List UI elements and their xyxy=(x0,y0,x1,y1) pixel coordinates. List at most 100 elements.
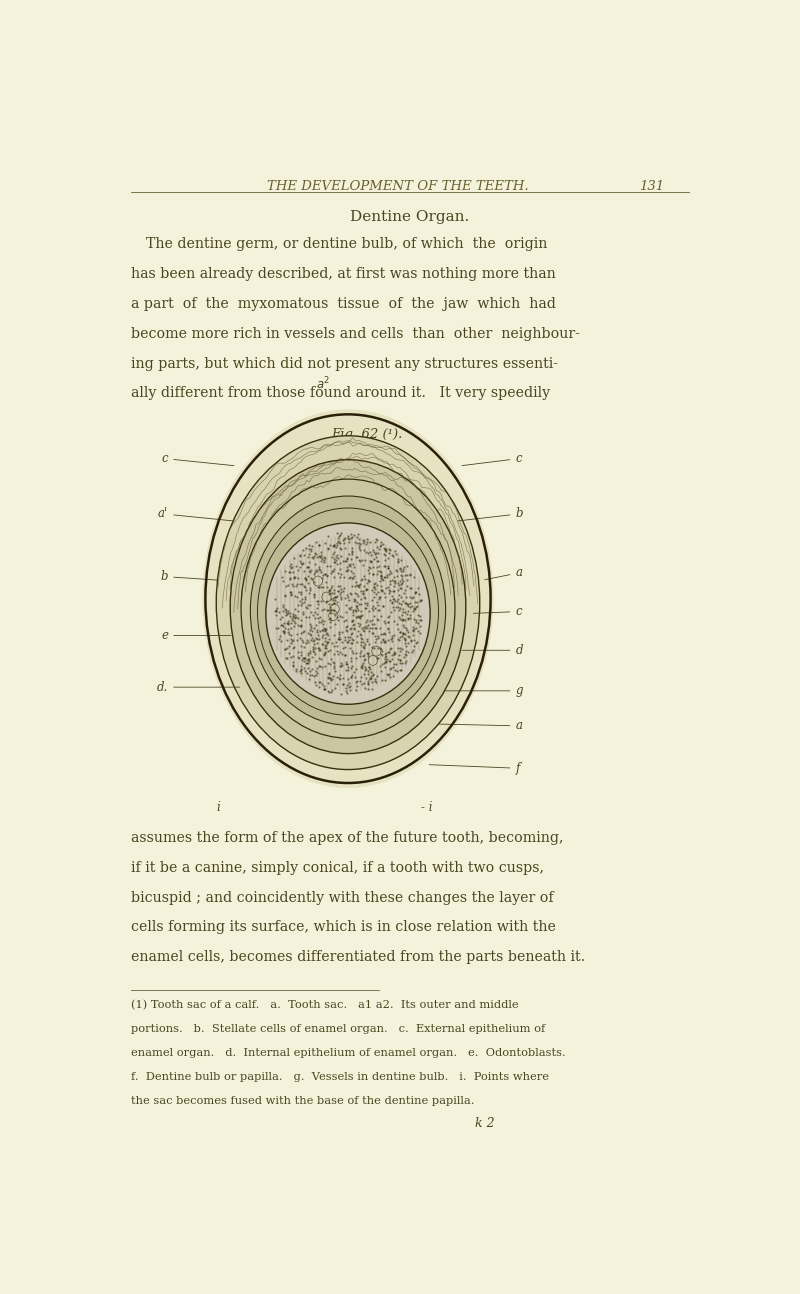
Point xyxy=(377,534,390,555)
Point xyxy=(362,643,374,664)
Point xyxy=(360,580,373,600)
Point xyxy=(301,622,314,643)
Point xyxy=(342,543,355,564)
Text: the sac becomes fused with the base of the dentine papilla.: the sac becomes fused with the base of t… xyxy=(131,1096,474,1106)
Point xyxy=(290,659,302,679)
Point xyxy=(340,678,353,699)
Point xyxy=(350,595,363,616)
Point xyxy=(344,556,357,577)
Point xyxy=(404,630,417,651)
Point xyxy=(343,677,356,697)
Point xyxy=(309,638,322,659)
Point xyxy=(361,642,374,663)
Point xyxy=(396,560,409,581)
Point xyxy=(318,630,331,651)
Point xyxy=(323,599,336,620)
Point xyxy=(377,571,390,591)
Point xyxy=(370,542,382,563)
Point xyxy=(370,575,383,595)
Point xyxy=(388,643,401,664)
Point xyxy=(294,663,307,683)
Point xyxy=(381,642,394,663)
Point xyxy=(358,621,370,642)
Point xyxy=(308,619,321,639)
Point xyxy=(399,641,412,661)
Point xyxy=(342,630,355,651)
Point xyxy=(326,562,339,582)
Point xyxy=(334,567,347,587)
Point xyxy=(361,617,374,638)
Point xyxy=(367,542,380,563)
Point xyxy=(313,559,326,580)
Point xyxy=(402,600,414,621)
Point xyxy=(362,571,375,591)
Point xyxy=(401,564,414,585)
Point xyxy=(294,644,307,665)
Point xyxy=(319,572,332,593)
Point xyxy=(319,634,332,655)
Point xyxy=(331,547,344,568)
Point xyxy=(338,528,351,549)
Point xyxy=(370,647,383,668)
Point xyxy=(322,594,335,615)
Point xyxy=(366,597,379,617)
Point xyxy=(346,622,359,643)
Point xyxy=(362,656,375,677)
Point xyxy=(314,656,326,677)
Point xyxy=(332,581,345,602)
Text: ing parts, but which did not present any structures essenti-: ing parts, but which did not present any… xyxy=(131,357,558,370)
Point xyxy=(350,600,362,621)
Point xyxy=(360,528,373,549)
Point xyxy=(326,651,339,672)
Point xyxy=(365,666,378,687)
Point xyxy=(328,606,341,626)
Point xyxy=(284,617,297,638)
Point xyxy=(344,648,357,669)
Point xyxy=(295,650,308,670)
Point xyxy=(347,556,360,577)
Point xyxy=(382,664,394,685)
Point xyxy=(358,664,370,685)
Point xyxy=(335,607,348,628)
Point xyxy=(286,606,299,626)
Point xyxy=(307,549,320,569)
Point xyxy=(334,584,346,604)
Point xyxy=(342,673,355,694)
Point xyxy=(354,657,367,678)
Text: a: a xyxy=(439,719,522,732)
Point xyxy=(307,630,320,651)
Point xyxy=(410,597,423,617)
Point xyxy=(357,638,370,659)
Point xyxy=(321,564,334,585)
Point xyxy=(374,624,387,644)
Point xyxy=(411,577,424,598)
Point xyxy=(384,540,397,560)
Point xyxy=(404,587,417,608)
Point xyxy=(397,590,410,611)
Point xyxy=(324,668,337,688)
Point xyxy=(391,565,404,586)
Point xyxy=(314,559,327,580)
Point xyxy=(409,591,422,612)
Point xyxy=(386,630,398,651)
Point xyxy=(392,585,405,606)
Point xyxy=(361,629,374,650)
Point xyxy=(285,612,298,633)
Point xyxy=(371,647,384,668)
Point xyxy=(297,647,310,668)
Point xyxy=(363,558,376,578)
Point xyxy=(358,565,370,586)
Point xyxy=(309,562,322,582)
Point xyxy=(310,665,322,686)
Point xyxy=(362,674,374,695)
Point xyxy=(410,617,422,638)
Point xyxy=(279,599,292,620)
Point xyxy=(366,678,378,699)
Point xyxy=(378,545,391,565)
Point xyxy=(330,533,343,554)
Point xyxy=(329,661,342,682)
Point xyxy=(354,631,367,652)
Point xyxy=(406,586,419,607)
Point xyxy=(338,533,351,554)
Point xyxy=(390,613,403,634)
